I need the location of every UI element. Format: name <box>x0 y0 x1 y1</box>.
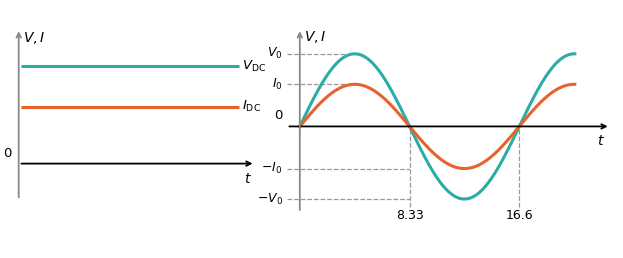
Text: 8.33: 8.33 <box>396 209 424 222</box>
Text: $V, I$: $V, I$ <box>23 30 45 46</box>
Text: $I_0$: $I_0$ <box>272 77 283 92</box>
Text: $V, I$: $V, I$ <box>304 29 326 45</box>
Text: $t$: $t$ <box>597 134 605 148</box>
Text: $-V_0$: $-V_0$ <box>257 191 283 207</box>
Text: $V_{\mathrm{DC}}$: $V_{\mathrm{DC}}$ <box>242 59 267 74</box>
Text: $-I_0$: $-I_0$ <box>262 161 283 176</box>
Text: $I_{\mathrm{DC}}$: $I_{\mathrm{DC}}$ <box>242 99 261 114</box>
Text: $t$: $t$ <box>244 172 252 186</box>
Text: $V_0$: $V_0$ <box>267 46 283 61</box>
Text: 0: 0 <box>4 147 12 159</box>
Text: 0: 0 <box>274 109 283 122</box>
Text: 16.6: 16.6 <box>505 209 533 222</box>
